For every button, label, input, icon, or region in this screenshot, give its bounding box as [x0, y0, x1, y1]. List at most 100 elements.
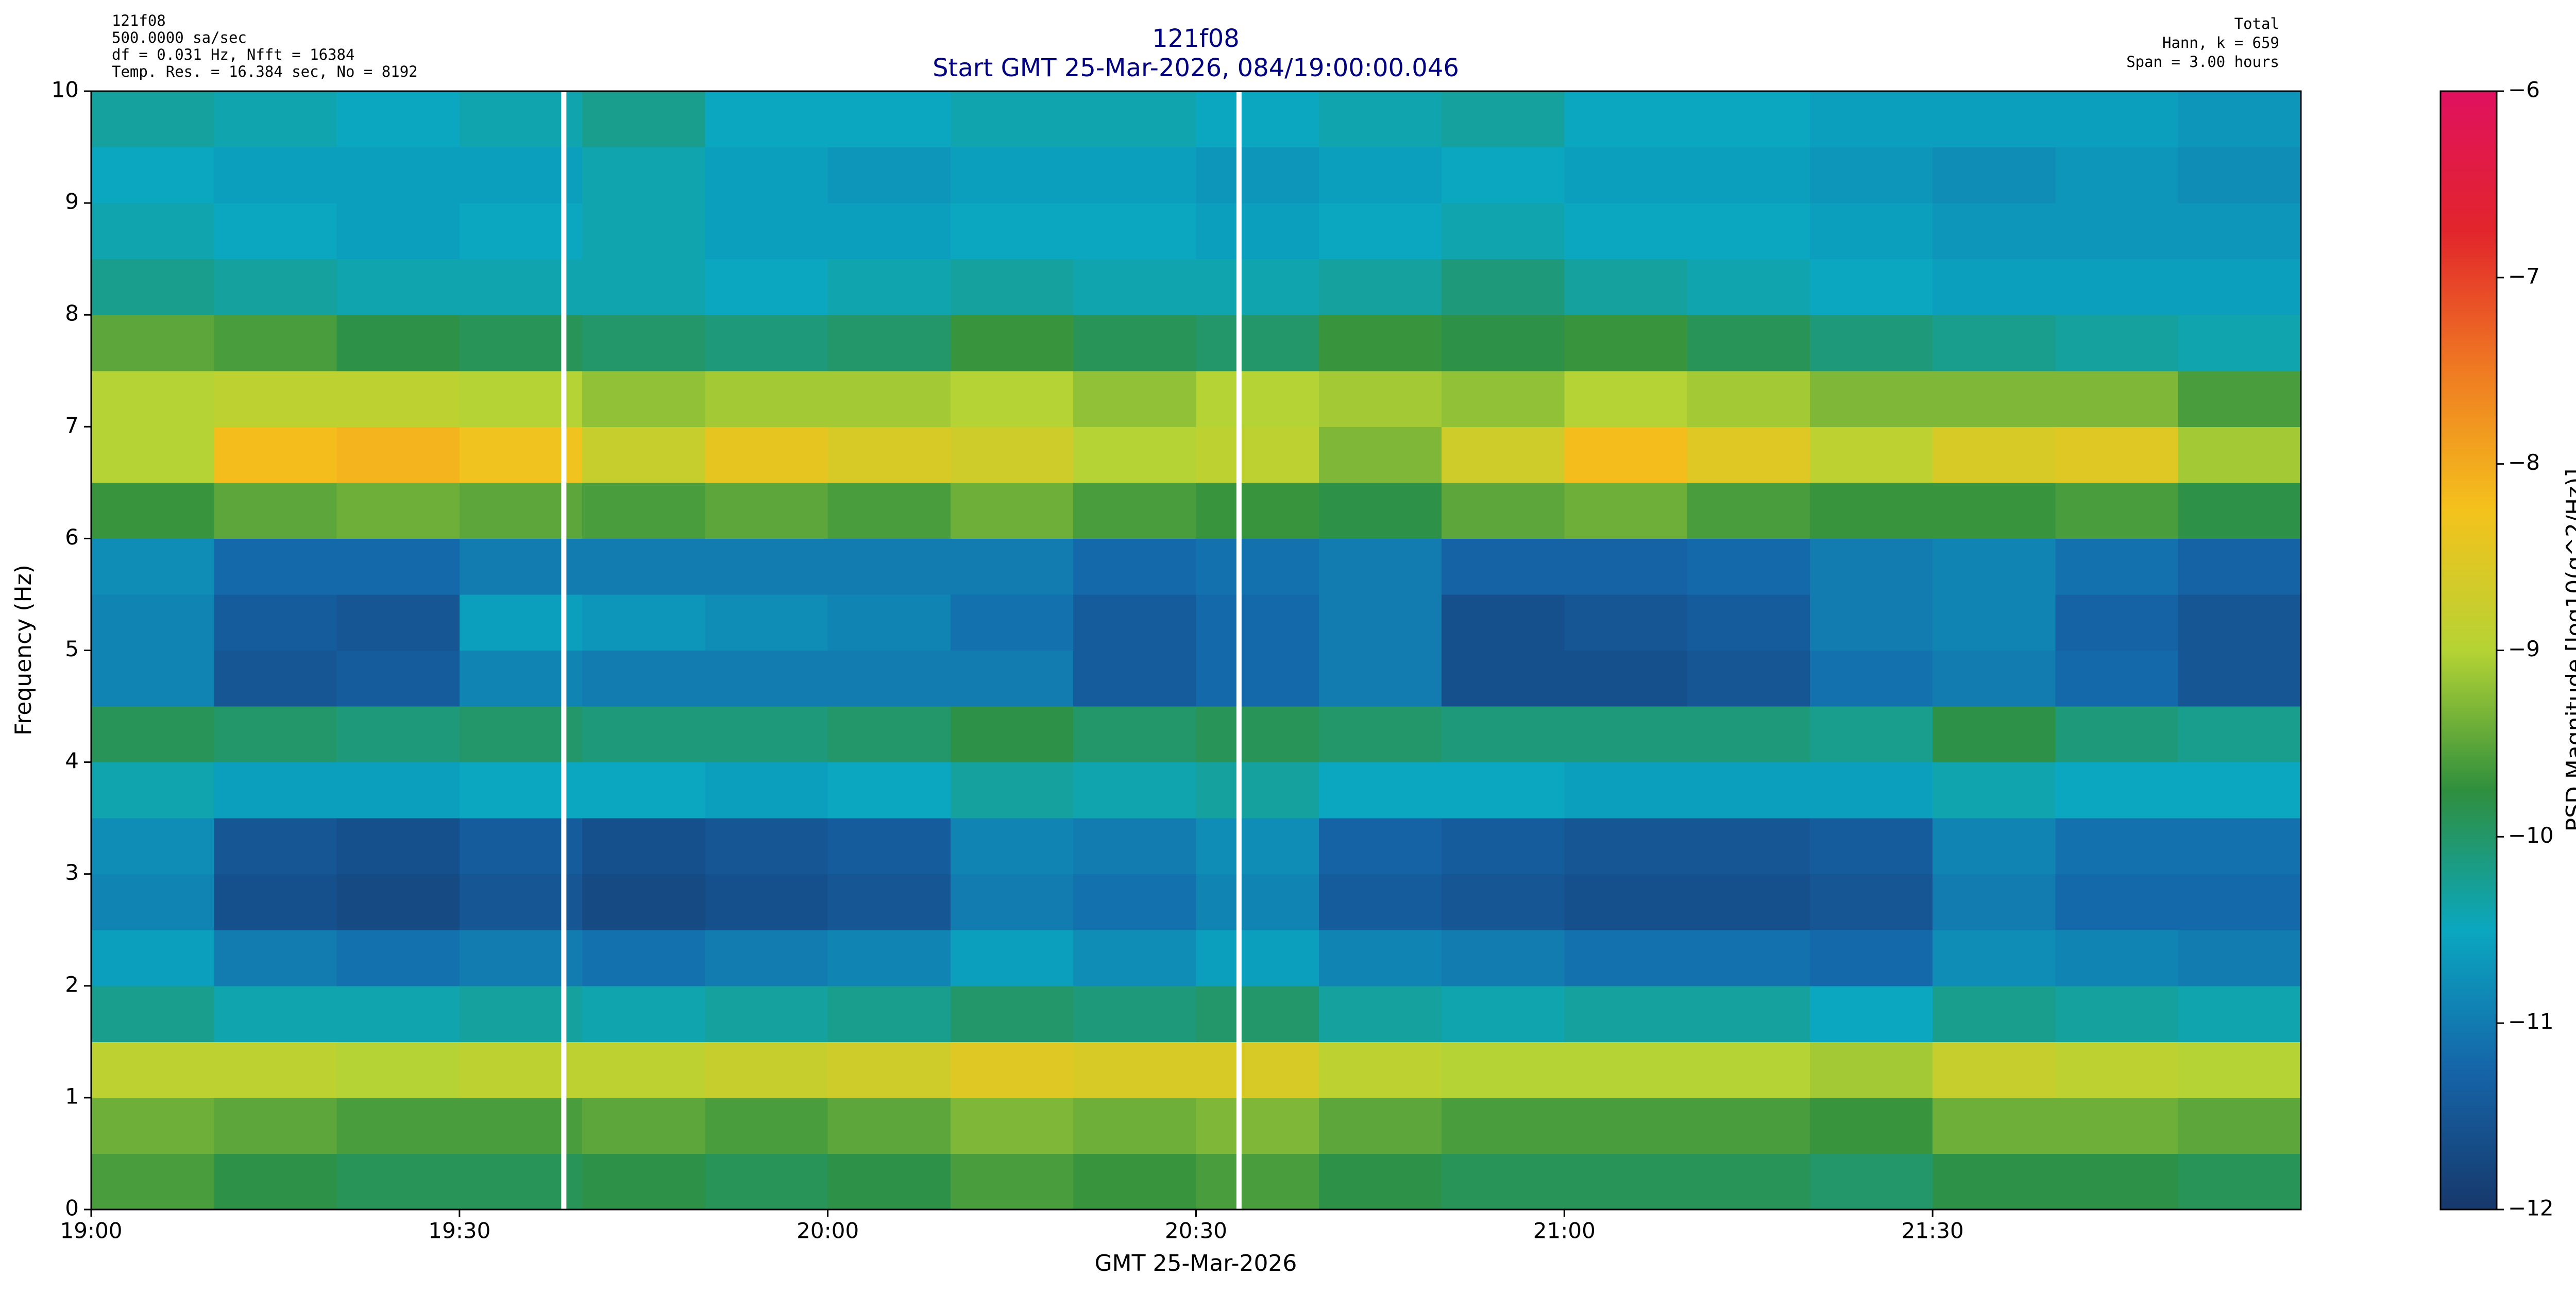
- heat-cell: [1564, 482, 1688, 539]
- heat-cell: [1073, 818, 1196, 875]
- heat-cell: [705, 762, 828, 819]
- header-info: Hann, k = 659: [2162, 34, 2279, 52]
- x-tick-label: 19:30: [428, 1218, 490, 1244]
- heat-cell: [950, 1042, 1074, 1098]
- heat-cell: [1564, 650, 1688, 707]
- heat-cell: [1809, 203, 1933, 260]
- heat-cell: [1687, 427, 1810, 483]
- heat-cell: [2178, 1153, 2301, 1210]
- heat-cell: [1196, 538, 1319, 595]
- heat-cell: [1809, 985, 1933, 1042]
- header-info: Total: [2234, 15, 2279, 32]
- heat-cell: [950, 91, 1074, 148]
- heat-cell: [705, 650, 828, 707]
- x-tick-label: 20:30: [1165, 1218, 1227, 1244]
- heat-cell: [1687, 985, 1810, 1042]
- heat-cell: [1933, 1042, 2056, 1098]
- heat-cell: [1809, 874, 1933, 930]
- heat-cell: [214, 1153, 337, 1210]
- heat-cell: [705, 147, 828, 203]
- heat-cell: [1196, 315, 1319, 371]
- heat-cell: [705, 427, 828, 483]
- heat-cell: [1809, 427, 1933, 483]
- heat-cell: [214, 427, 337, 483]
- heat-cell: [91, 203, 214, 260]
- heat-cell: [1933, 538, 2056, 595]
- heat-cell: [1318, 147, 1442, 203]
- heat-cell: [1196, 147, 1319, 203]
- heat-cell: [1073, 538, 1196, 595]
- heat-cell: [1933, 315, 2056, 371]
- heat-cell: [1687, 91, 1810, 148]
- y-tick-label: 0: [65, 1196, 79, 1221]
- heat-cell: [336, 706, 460, 763]
- heat-cell: [1196, 985, 1319, 1042]
- heat-cell: [950, 203, 1074, 260]
- heat-cell: [336, 427, 460, 483]
- heat-cell: [1196, 874, 1319, 930]
- heat-cell: [2055, 930, 2179, 986]
- heat-cell: [336, 147, 460, 203]
- header-info: Temp. Res. = 16.384 sec, No = 8192: [112, 63, 418, 80]
- heat-cell: [2178, 706, 2301, 763]
- heat-cell: [91, 315, 214, 371]
- heat-cell: [1073, 874, 1196, 930]
- heat-cell: [705, 259, 828, 315]
- heat-cell: [950, 594, 1074, 651]
- heat-cell: [1318, 370, 1442, 427]
- heat-cell: [705, 874, 828, 930]
- heat-cell: [1442, 762, 1565, 819]
- heat-cell: [336, 315, 460, 371]
- heat-cell: [950, 1097, 1074, 1154]
- heat-cell: [1196, 427, 1319, 483]
- heat-cell: [1318, 482, 1442, 539]
- heat-cell: [214, 259, 337, 315]
- heat-cell: [1564, 594, 1688, 651]
- heat-cell: [214, 818, 337, 875]
- heat-cell: [1687, 1097, 1810, 1154]
- heat-cell: [827, 1097, 951, 1154]
- heat-cell: [2055, 818, 2179, 875]
- heat-cell: [91, 259, 214, 315]
- heat-cell: [1933, 259, 2056, 315]
- heat-cell: [2055, 706, 2179, 763]
- heat-cell: [214, 650, 337, 707]
- heat-cell: [1196, 91, 1319, 148]
- header-info: 121f08: [112, 12, 166, 29]
- heat-cell: [582, 482, 705, 539]
- heat-cell: [950, 538, 1074, 595]
- heat-cell: [1196, 203, 1319, 260]
- heat-cell: [1687, 874, 1810, 930]
- chart-title: 121f08: [1152, 24, 1240, 53]
- y-tick-label: 1: [65, 1083, 79, 1109]
- heat-cell: [582, 762, 705, 819]
- heat-cell: [1564, 818, 1688, 875]
- heat-cell: [1564, 203, 1688, 260]
- heat-cell: [2055, 874, 2179, 930]
- heat-cell: [214, 762, 337, 819]
- x-tick-label: 20:00: [796, 1218, 859, 1244]
- header-info: df = 0.031 Hz, Nfft = 16384: [112, 46, 354, 63]
- heat-cell: [1564, 762, 1688, 819]
- heat-cell: [91, 650, 214, 707]
- heat-cell: [1809, 762, 1933, 819]
- heat-cell: [214, 1097, 337, 1154]
- heat-cell: [336, 1153, 460, 1210]
- heat-cell: [91, 427, 214, 483]
- heat-cell: [336, 538, 460, 595]
- heat-cell: [1318, 315, 1442, 371]
- heat-cell: [1318, 874, 1442, 930]
- heat-cell: [214, 147, 337, 203]
- heat-cell: [1073, 315, 1196, 371]
- heat-cell: [1809, 650, 1933, 707]
- heat-cell: [91, 594, 214, 651]
- heat-cell: [214, 538, 337, 595]
- heat-cell: [1933, 985, 2056, 1042]
- heat-cell: [2178, 538, 2301, 595]
- heat-cell: [1687, 203, 1810, 260]
- heat-cell: [1809, 930, 1933, 986]
- chart-subtitle: Start GMT 25-Mar-2026, 084/19:00:00.046: [933, 54, 1459, 82]
- heat-cell: [1318, 203, 1442, 260]
- heat-cell: [1564, 1042, 1688, 1098]
- heat-cell: [336, 1042, 460, 1098]
